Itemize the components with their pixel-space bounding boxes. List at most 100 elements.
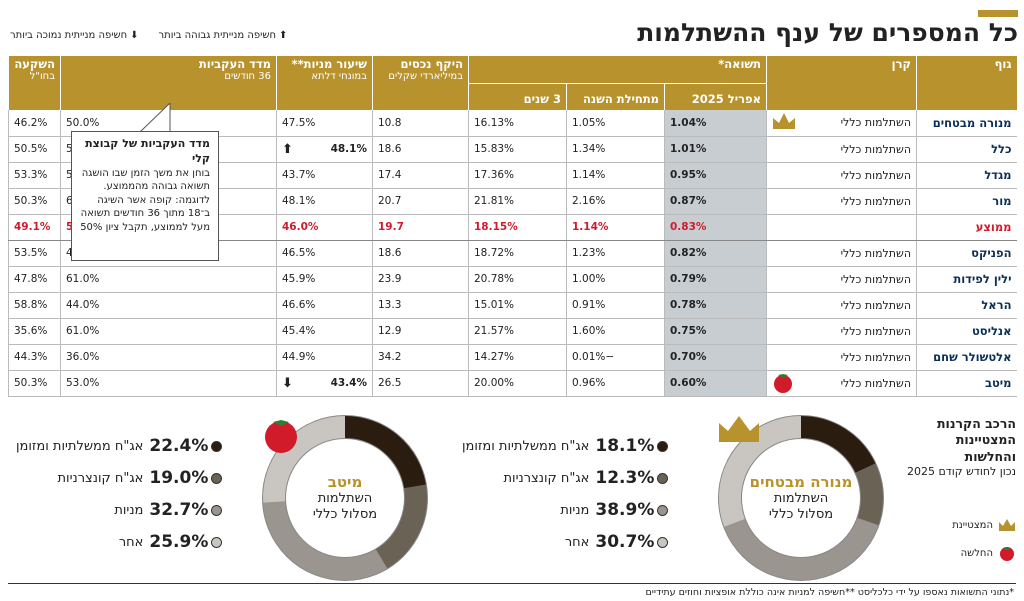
cell-ytd: 2.16% [566,188,665,215]
arrow-down-icon: ⬇ [282,375,293,391]
cell-abroad: 53.3% [8,162,61,189]
cell-ytd: 0.96% [566,370,665,397]
legend-item-down: ⬇ חשיפה מנייתית נמוכה ביותר [10,30,139,41]
legend-dot [657,440,669,452]
menora-allocation: 18.1% אג"ח ממשלתיות ומזומן 12.3% אג"ח קונצר… [462,430,669,558]
cell-ytd: 1.60% [566,318,665,345]
cell-three-years: 17.36% [468,162,567,189]
legend-dot [211,440,223,452]
cell-assets: 17.4 [372,162,469,189]
cell-ytd: 1.14% [566,162,665,189]
cell-abroad: 47.8% [8,266,61,293]
table-row: אלטשולר שחם השתלמות כללי 0.70% −0.01% 14.27%… [8,344,1017,371]
cell-three-years: 14.27% [468,344,567,371]
cell-apr: 0.60% [664,370,767,397]
cell-equity: 48.1% [276,188,373,215]
cell-fund: השתלמות כללי [766,292,917,319]
arrow-up-icon: ⬆ [279,30,288,41]
cell-ytd: 1.34% [566,136,665,163]
legend-down-label: חשיפה מנייתית נמוכה ביותר [10,30,128,41]
title-accent-bar [978,10,1018,17]
cell-body: הפניקס [916,240,1017,267]
cell-body: הראל [916,292,1017,319]
legend-best: המצטיינת [952,518,1016,532]
cell-consistency: 61.0% [60,318,277,345]
composition-label: הרכב הקרנות המצטיינות והחלשות נכון לחודש… [906,416,1016,478]
cell-abroad: 46.2% [8,110,61,137]
cell-apr: 0.70% [664,344,767,371]
cell-apr: 0.78% [664,292,767,319]
table-row: מיטב השתלמות כללי 0.60% 0.96% 20.00% 26.5 ⬇ 43.… [8,370,1017,397]
legend-dot [657,536,669,548]
cell-abroad: 53.5% [8,240,61,267]
cell-ytd: 1.23% [566,240,665,267]
donut-slice [724,517,879,580]
crown-icon [719,416,759,442]
page-title: כל המספרים של ענף ההשתלמות [637,18,1018,47]
cell-apr: 0.75% [664,318,767,345]
cell-assets: 10.8 [372,110,469,137]
table-row: אנליסט השתלמות כללי 0.75% 1.60% 21.57% 12.9 45… [8,318,1017,345]
legend-up-label: חשיפה מנייתית גבוהה ביותר [158,30,276,41]
cell-equity: 46.6% [276,292,373,319]
legend-dot [211,536,223,548]
legend-dot [657,504,669,516]
cell-fund: השתלמות כללי [766,188,917,215]
cell-abroad: 50.5% [8,136,61,163]
crown-icon [999,519,1015,531]
cell-assets: 18.6 [372,240,469,267]
cell-body: מגדל [916,162,1017,189]
tooltip-pointer [140,103,171,133]
cell-three-years: 16.13% [468,110,567,137]
allocation-item: 19.0% אג"ח קונצרניות [16,462,223,494]
cell-fund: השתלמות כללי [766,370,917,397]
cell-ytd: 0.91% [566,292,665,319]
donut-slice [800,416,876,474]
allocation-label: אג"ח קונצרניות [57,470,144,486]
tooltip-title: מדד העקביות של קבוצת קלי [85,137,210,165]
donut-slice [719,416,802,527]
cell-consistency: 36.0% [60,344,277,371]
cell-apr: 0.79% [664,266,767,293]
cell-three-years: 18.15% [468,213,567,241]
allocation-percent: 18.1% [595,436,655,456]
donut-slice [375,484,427,569]
fund-label: השתלמות כללי [840,376,911,390]
cell-abroad: 50.3% [8,188,61,215]
allocation-item: 12.3% אג"ח קונצרניות [462,462,669,494]
equity-value: 43.4% [330,377,367,389]
allocation-percent: 30.7% [595,532,655,552]
tomato-icon [1000,547,1014,561]
arrow-down-icon: ⬇ [130,30,139,41]
legend-dot [211,504,223,516]
cell-body: כלל [916,136,1017,163]
header-fund: קרן [766,56,917,110]
allocation-label: אג"ח ממשלתיות ומזומן [16,438,144,454]
cell-abroad: 44.3% [8,344,61,371]
cell-fund: השתלמות כללי [766,318,917,345]
meitav-allocation: 22.4% אג"ח ממשלתיות ומזומן 19.0% אג"ח קונצר… [16,430,223,558]
cell-three-years: 15.01% [468,292,567,319]
cell-three-years: 20.00% [468,370,567,397]
cell-apr: 0.95% [664,162,767,189]
allocation-percent: 12.3% [595,468,655,488]
tomato-icon [772,371,794,396]
header-assets: היקף נכסים במיליארדי שקלים [372,56,469,110]
legend-dot [211,472,223,484]
cell-assets: 20.7 [372,188,469,215]
menora-donut-track: השתלמות מסלול כללי [768,490,834,522]
legend-worst: החלשה [961,544,1016,562]
cell-three-years: 21.81% [468,188,567,215]
cell-equity: 47.5% [276,110,373,137]
cell-apr: 0.82% [664,240,767,267]
cell-body: מור [916,188,1017,215]
cell-three-years: 15.83% [468,136,567,163]
cell-fund [766,213,917,241]
header-apr: אפריל 2025 [664,83,767,110]
donut-slice [855,463,883,526]
header-3y: 3 שנים [468,83,567,110]
cell-ytd: 1.00% [566,266,665,293]
cell-assets: 18.6 [372,136,469,163]
cell-body: ממוצע [916,213,1017,241]
donut-slice [344,416,426,489]
